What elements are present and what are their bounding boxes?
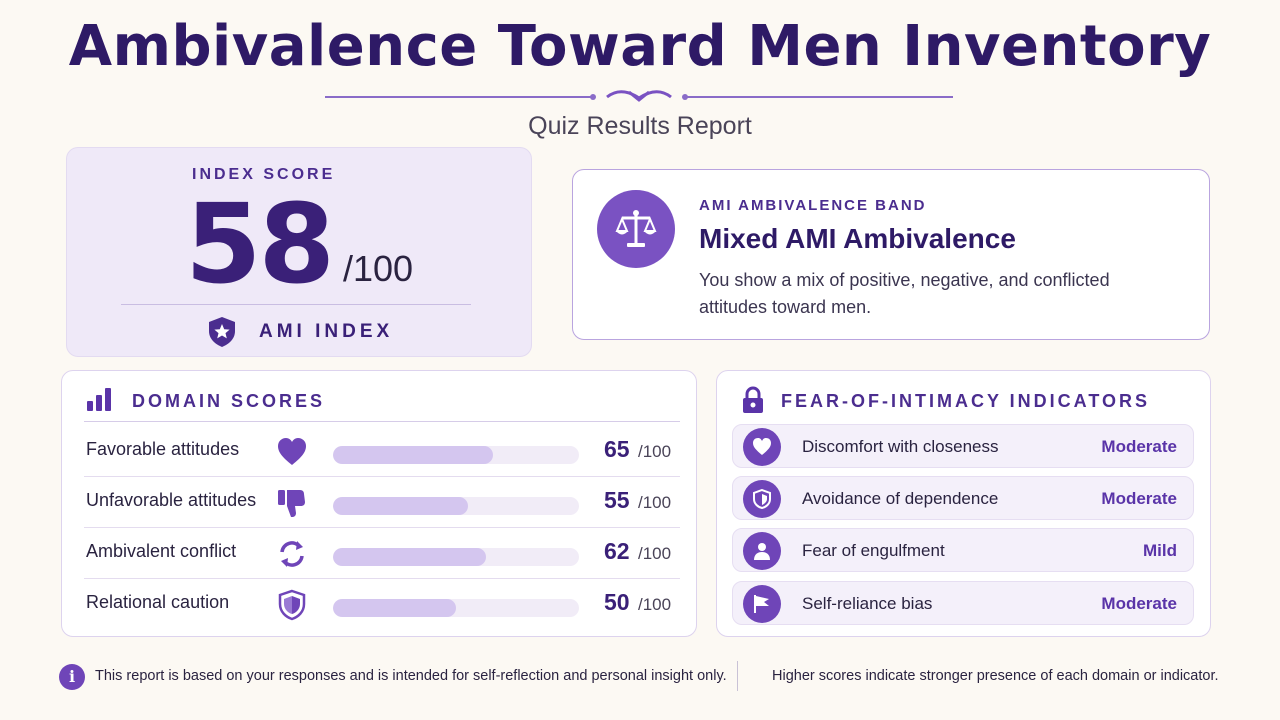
domain-bar-fill [333,446,493,464]
domain-name: Favorable attitudes [86,439,240,459]
band-title: Mixed AMI Ambivalence [699,223,1016,254]
star-shield-icon [209,317,235,347]
domain-row-ambivalent: Ambivalent conflict 62 /100 [84,528,680,579]
indicator-row-closeness: Discomfort with closeness Moderate [732,424,1194,468]
domain-bar [333,446,579,464]
thumbs-down-icon [278,490,305,517]
score-divider [121,304,471,305]
indicator-name: Discomfort with closeness [802,437,999,456]
flag-icon [743,585,781,623]
domain-score: 50 [604,589,630,615]
balance-scale-icon [597,190,675,268]
domain-bar [333,599,579,617]
domain-bar-fill [333,599,456,617]
index-score-label: INDEX SCORE [192,166,336,183]
info-icon: i [59,664,85,690]
indicator-row-self-reliance: Self-reliance bias Moderate [732,581,1194,625]
domain-max: /100 [638,595,672,614]
domain-score: 55 [604,487,630,513]
domain-score: 62 [604,538,630,564]
shield-icon [278,589,306,621]
indicator-name: Avoidance of dependence [802,489,999,508]
index-score-max: /100 [343,248,414,289]
fear-heading: FEAR-OF-INTIMACY INDICATORS [781,391,1150,411]
index-score-value: 58 [185,180,335,308]
indicator-row-engulfment: Fear of engulfment Mild [732,528,1194,572]
indicator-level: Moderate [1101,437,1177,456]
domain-score: 65 [604,436,630,462]
indicator-name: Self-reliance bias [802,594,933,613]
heading-divider [84,421,680,422]
domain-max: /100 [638,493,672,512]
domain-max: /100 [638,544,672,563]
page-subtitle: Quiz Results Report [528,112,752,140]
domain-max: /100 [638,442,672,461]
footer-separator [737,661,738,691]
domain-scores-heading: DOMAIN SCORES [132,391,326,411]
band-label: AMI AMBIVALENCE BAND [699,197,927,214]
heart-icon [278,438,306,465]
row-divider [84,527,680,528]
indicator-level: Moderate [1101,489,1177,508]
footer-disclaimer: This report is based on your responses a… [95,668,727,684]
bar-chart-icon [87,388,111,411]
person-icon [743,532,781,570]
shield-icon [743,480,781,518]
fear-of-intimacy-panel: FEAR-OF-INTIMACY INDICATORS Discomfort w… [716,370,1211,637]
domain-row-unfavorable: Unfavorable attitudes 55 /100 [84,477,680,528]
domain-bar-fill [333,548,486,566]
index-score-card: INDEX SCORE 58 /100 AMI INDEX [66,147,532,357]
refresh-icon [280,541,304,567]
footer-scale-note: Higher scores indicate stronger presence… [772,668,1219,684]
domain-name: Unfavorable attitudes [86,490,257,510]
ornament-divider [325,90,953,102]
indicator-name: Fear of engulfment [802,541,945,560]
domain-name: Relational caution [86,592,230,612]
domain-name: Ambivalent conflict [86,541,237,561]
indicator-level: Moderate [1101,594,1177,613]
indicator-row-dependence: Avoidance of dependence Moderate [732,476,1194,520]
ambivalence-band-card: AMI AMBIVALENCE BAND Mixed AMI Ambivalen… [572,169,1210,340]
domain-row-relational: Relational caution 50 /100 [84,579,680,630]
band-description: You show a mix of positive, negative, an… [699,270,1110,317]
indicator-level: Mild [1143,541,1177,560]
lock-icon [743,386,763,413]
heart-icon [743,428,781,466]
row-divider [84,578,680,579]
domain-row-favorable: Favorable attitudes 65 /100 [84,426,680,477]
ami-index-label: AMI INDEX [259,321,394,342]
page-title: Ambivalence Toward Men Inventory [68,14,1212,79]
row-divider [84,476,680,477]
domain-bar-fill [333,497,469,515]
domain-bar [333,497,579,515]
domain-bar [333,548,579,566]
domain-scores-panel: DOMAIN SCORES Favorable attitudes 65 /10… [61,370,697,637]
